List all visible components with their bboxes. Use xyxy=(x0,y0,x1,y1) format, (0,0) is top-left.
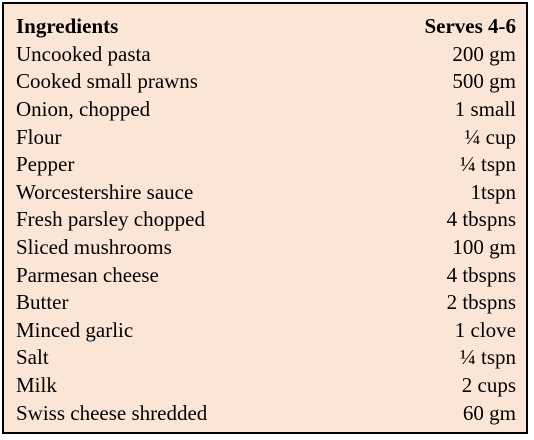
ingredient-name: Pepper xyxy=(16,152,75,177)
ingredient-name: Swiss cheese shredded xyxy=(16,400,208,425)
ingredient-row: Swiss cheese shredded 60 gm xyxy=(16,399,516,427)
ingredient-row: Fresh parsley chopped 4 tbspns xyxy=(16,206,516,234)
ingredient-name: Worcestershire sauce xyxy=(16,179,194,204)
ingredient-name: Fresh parsley chopped xyxy=(16,207,205,232)
ingredient-row: Flour ¼ cup xyxy=(16,123,516,151)
ingredient-name: Onion, chopped xyxy=(16,97,151,122)
ingredient-quantity: 2 tbspns xyxy=(446,290,516,315)
ingredient-name: Milk xyxy=(16,373,57,398)
ingredient-row: Milk 2 cups xyxy=(16,372,516,400)
table-header: Ingredients Serves 4-6 xyxy=(16,13,516,41)
ingredient-name: Uncooked pasta xyxy=(16,41,151,66)
ingredient-quantity: 60 gm xyxy=(462,400,516,425)
ingredient-quantity: ¼ tspn xyxy=(459,345,516,370)
ingredient-quantity: 4 tbspns xyxy=(446,207,516,232)
ingredient-row: Uncooked pasta 200 gm xyxy=(16,41,516,69)
ingredient-name: Butter xyxy=(16,290,69,315)
ingredient-name: Cooked small prawns xyxy=(16,69,198,94)
ingredients-table: Ingredients Serves 4-6 Uncooked pasta 20… xyxy=(2,2,528,434)
ingredient-row: Salt ¼ tspn xyxy=(16,344,516,372)
ingredient-quantity: 1 clove xyxy=(454,317,516,342)
ingredient-quantity: 100 gm xyxy=(452,235,516,260)
ingredient-name: Minced garlic xyxy=(16,317,134,342)
ingredient-quantity: 1 small xyxy=(454,97,516,122)
ingredient-quantity: ¼ tspn xyxy=(459,152,516,177)
ingredient-name: Sliced mushrooms xyxy=(16,235,172,260)
ingredient-quantity: 1tspn xyxy=(470,179,516,204)
ingredient-quantity: 200 gm xyxy=(452,41,516,66)
ingredient-quantity: 500 gm xyxy=(452,69,516,94)
ingredient-row: Sliced mushrooms 100 gm xyxy=(16,234,516,262)
ingredient-row: Pepper ¼ tspn xyxy=(16,151,516,179)
ingredient-row: Worcestershire sauce 1tspn xyxy=(16,179,516,207)
ingredient-name: Salt xyxy=(16,345,49,370)
ingredient-row: Butter 2 tbspns xyxy=(16,289,516,317)
ingredient-name: Flour xyxy=(16,124,62,149)
ingredient-name: Parmesan cheese xyxy=(16,262,159,287)
ingredient-row: Onion, chopped 1 small xyxy=(16,96,516,124)
serves-heading: Serves 4-6 xyxy=(424,14,516,39)
ingredient-quantity: ¼ cup xyxy=(464,124,516,149)
ingredients-heading: Ingredients xyxy=(16,14,119,39)
ingredient-quantity: 2 cups xyxy=(461,373,516,398)
ingredient-row: Cooked small prawns 500 gm xyxy=(16,68,516,96)
ingredient-row: Minced garlic 1 clove xyxy=(16,317,516,345)
ingredient-quantity: 4 tbspns xyxy=(446,262,516,287)
ingredient-row: Parmesan cheese 4 tbspns xyxy=(16,261,516,289)
